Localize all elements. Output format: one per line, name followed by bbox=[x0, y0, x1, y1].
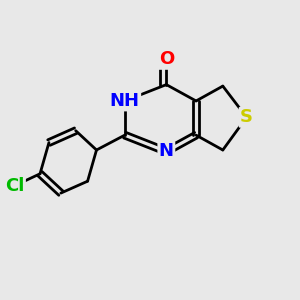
Text: NH: NH bbox=[110, 92, 140, 110]
Text: N: N bbox=[159, 142, 174, 160]
Text: Cl: Cl bbox=[5, 177, 25, 195]
Text: S: S bbox=[240, 108, 253, 126]
Text: O: O bbox=[159, 50, 174, 68]
